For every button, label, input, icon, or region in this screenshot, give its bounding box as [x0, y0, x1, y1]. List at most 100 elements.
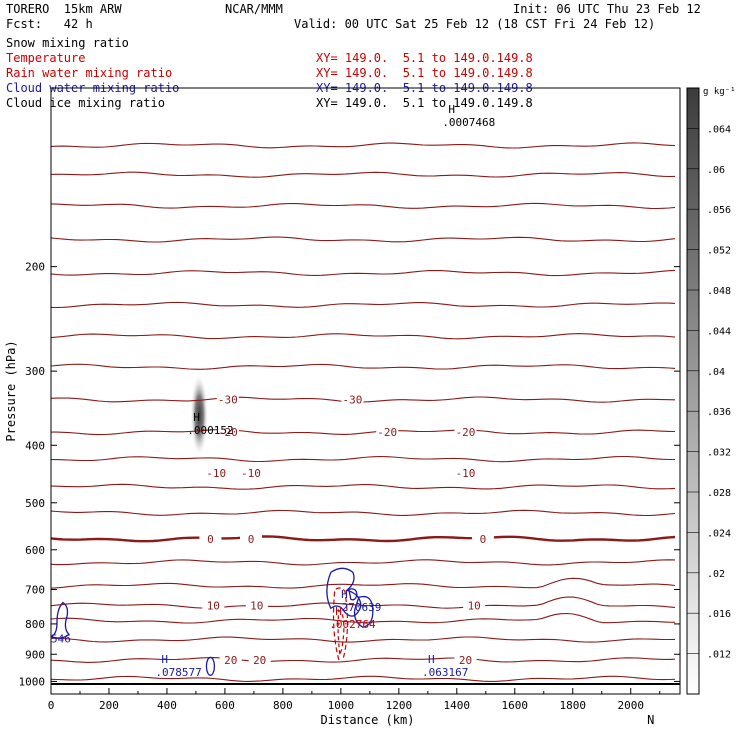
- center-title: NCAR/MMM: [225, 2, 283, 16]
- isotherm-label-bg: [454, 466, 477, 479]
- isotherm-label: 20: [253, 654, 266, 667]
- x-tick-label: 600: [215, 699, 235, 712]
- isotherm-label-bg: [471, 532, 494, 545]
- temperature-contours: [50, 142, 680, 685]
- y-axis-label: Pressure (hPa): [4, 340, 18, 441]
- cloud-water-max-value: .063167: [422, 666, 468, 679]
- y-tick-label: 900: [25, 648, 45, 661]
- colorbar-tick-label: .048: [707, 286, 731, 297]
- valid-time: Valid: 00 UTC Sat 25 Feb 12 (18 CST Fri …: [294, 17, 656, 31]
- isotherm-line: [50, 269, 676, 277]
- rain-water-contour: [332, 587, 349, 661]
- colorbar-tick-label: .064: [707, 124, 731, 135]
- isotherm-label-bg: [240, 532, 263, 545]
- isotherm-line: [50, 363, 676, 370]
- isotherm-label: 20: [459, 654, 472, 667]
- isotherm-line: [50, 333, 676, 340]
- field-cloudice-xy: XY= 149.0. 5.1 to 149.0.149.8: [316, 96, 533, 110]
- isotherm-label-bg: [199, 532, 222, 545]
- cloud-water-max-marker: H: [161, 653, 168, 666]
- isotherm-label-bg: [216, 426, 239, 439]
- x-tick-label: 1400: [444, 699, 471, 712]
- isotherm-line: [50, 301, 676, 309]
- cloud-water-max-marker: H: [428, 653, 435, 666]
- isotherm-label-bg: [454, 426, 477, 439]
- colorbar: .012 .016 .02 .024 .028 .032 .036 .04 .044 .048 .0…: [686, 87, 736, 695]
- isotherm-label-bg: [205, 466, 228, 479]
- isotherm-line: [50, 236, 676, 243]
- cloud-water-max-value: .078577: [155, 666, 201, 679]
- cloud-water-max-value: 546: [51, 632, 71, 645]
- y-tick-label: 200: [25, 261, 45, 274]
- field-cloudice-label: Cloud ice mixing ratio: [6, 96, 165, 110]
- cloud-water-contour: [205, 656, 216, 676]
- isotherm-label-bg: [376, 426, 399, 439]
- x-tick-label: 1800: [560, 699, 587, 712]
- colorbar-tick-label: .032: [707, 448, 731, 459]
- y-tick-label: 600: [25, 544, 45, 557]
- colorbar-tick-label: .02: [707, 569, 725, 580]
- isotherm-label: -10: [456, 467, 476, 480]
- isotherm-label: -20: [456, 426, 476, 439]
- rain-water-contours: [332, 587, 349, 661]
- snow-max-value: .000152: [187, 424, 233, 437]
- isotherm-label: 0: [207, 533, 214, 546]
- snow-shaded-region: [190, 373, 209, 458]
- colorbar-tick-label: .028: [707, 488, 731, 499]
- isotherm-line: [50, 612, 676, 624]
- isotherm-label: 10: [468, 600, 481, 613]
- isotherm-label-bg: [240, 466, 263, 479]
- field-rain-label: Rain water mixing ratio: [6, 66, 173, 80]
- isotherm-line: [50, 675, 676, 682]
- model-title: TORERO 15km ARW: [6, 2, 122, 16]
- x-tick-label: 0: [48, 699, 55, 712]
- isotherm-line: [51, 455, 675, 463]
- snow-shading: [190, 373, 209, 458]
- isotherm-line: [50, 509, 676, 517]
- isotherm-line: [51, 429, 676, 436]
- x-tick-label: 1200: [386, 699, 413, 712]
- isotherm-line: [50, 596, 676, 609]
- colorbar-tick-label: .012: [707, 650, 731, 661]
- isotherm-label: -10: [206, 467, 226, 480]
- colorbar-tick-label: .024: [707, 528, 731, 539]
- colorbar-tick-label: .052: [707, 246, 731, 257]
- colorbar-tick-label: .036: [707, 407, 731, 418]
- cloud-water-max-value: .270639: [335, 601, 381, 614]
- colorbar-tick-label: .04: [707, 367, 725, 378]
- isotherm-label-bg: [463, 599, 486, 612]
- isotherm-label-bg: [216, 393, 239, 406]
- isotherm-zero-line: [50, 535, 676, 543]
- isotherm-label: -30: [218, 394, 238, 407]
- contour-labels: -30 -30 -20 -20 -20 -10 -10 -10 0 0 0 10 10 10 20 20 20 H…: [51, 103, 495, 679]
- colorbar-tick-label: .056: [707, 205, 731, 216]
- field-temperature-label: Temperature: [6, 51, 86, 65]
- x-tick-label: 200: [99, 699, 119, 712]
- isotherm-label: -30: [343, 394, 363, 407]
- y-tick-label: 1000: [19, 675, 46, 688]
- y-tick-label: 700: [25, 584, 45, 597]
- x-tick-label: 1600: [502, 699, 529, 712]
- isotherm-label-bg: [202, 599, 225, 612]
- colorbar-tick-label: .044: [707, 326, 731, 337]
- cloud-water-max-marker: H: [341, 588, 348, 601]
- isotherm-label-bg: [248, 653, 271, 666]
- snow-max-value: .0007468: [442, 116, 495, 129]
- x-tick-label: 800: [273, 699, 293, 712]
- isotherm-line: [50, 657, 676, 663]
- rain-water-max-marker: H: [335, 605, 342, 618]
- x-tick-label: 2000: [617, 699, 644, 712]
- y-tick-label: 300: [25, 365, 45, 378]
- cloud-water-contour: [348, 588, 358, 601]
- field-temperature-xy: XY= 149.0. 5.1 to 149.0.149.8: [316, 51, 533, 65]
- isotherm-label: -20: [377, 426, 397, 439]
- isotherm-line: [50, 142, 676, 149]
- north-label: N: [647, 713, 654, 727]
- cloud-water-contour: [326, 567, 362, 617]
- isotherm-line: [50, 171, 676, 178]
- isotherm-label: -10: [241, 467, 261, 480]
- field-rain-xy: XY= 149.0. 5.1 to 149.0.149.8: [316, 66, 533, 80]
- isotherm-label-bg: [341, 393, 364, 406]
- plot-frame: [50, 87, 681, 695]
